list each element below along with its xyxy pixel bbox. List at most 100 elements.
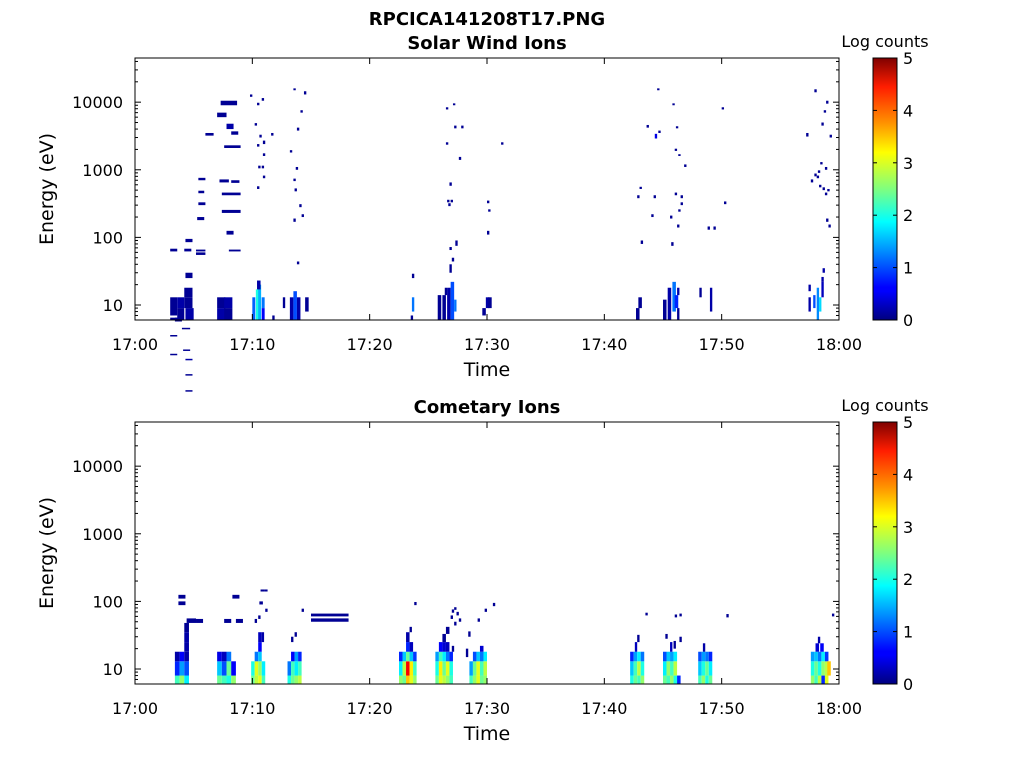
spectrogram-cell [406, 675, 410, 684]
x-axis-ticks: 17:00 17:10 17:20 17:30 17:40 17:50 18:00 [112, 58, 862, 354]
spectrogram-cell [409, 626, 412, 633]
spectrogram-cell [184, 651, 189, 662]
spectrogram-cell [235, 618, 243, 623]
spectrogram-cell [456, 611, 459, 616]
spectrogram-cell [255, 289, 259, 320]
spectrogram-cell [674, 192, 678, 196]
spectrogram-cell [663, 651, 667, 662]
spectrogram-cell [445, 651, 450, 662]
spectrogram-cell [824, 651, 829, 662]
spectrogram-cell [827, 661, 831, 676]
spectrogram-cell [300, 110, 303, 113]
spectrogram-cell [231, 661, 236, 676]
spectrogram-cell [640, 661, 645, 676]
spectrogram-cell [640, 240, 644, 244]
spectrogram-cell [265, 608, 268, 612]
colorbar-tick-label: 3 [903, 154, 913, 173]
x-tick-label: 17:50 [699, 335, 745, 354]
spectrogram-cell [291, 636, 294, 643]
spectrogram-cell [476, 661, 480, 676]
spectrogram-cell [411, 273, 415, 279]
spectrogram-cell [654, 133, 658, 139]
spectrogram-cells [174, 589, 835, 684]
spectrogram-cell [705, 651, 709, 662]
spectrogram-cell [196, 249, 206, 252]
spectrogram-cell [465, 648, 469, 658]
spectrogram-cell [185, 308, 194, 320]
spectrogram-cell [198, 190, 205, 194]
spectrogram-cell [442, 642, 446, 652]
spectrogram-cell [675, 126, 679, 129]
spectrogram-cell [445, 142, 449, 145]
spectrogram-cell [677, 308, 680, 320]
spectrogram-cell [184, 661, 189, 676]
spectrogram-cell [170, 317, 178, 320]
spectrogram-cell [181, 327, 191, 330]
spectrogram-cell [814, 675, 818, 684]
spectrogram-cell [435, 651, 439, 662]
spectrogram-cell [311, 613, 349, 617]
spectrogram-cell [219, 179, 229, 183]
spectrogram-cell [445, 107, 449, 110]
spectrogram-cell [819, 297, 822, 312]
spectrogram-cell [196, 252, 206, 255]
spectrogram-cell [476, 651, 480, 662]
x-axis-label: Time [463, 723, 511, 745]
spectrogram-cell [261, 165, 265, 169]
spectrogram-cell [670, 651, 674, 662]
spectrogram-cell [258, 165, 261, 169]
spectrogram-cell [409, 651, 414, 662]
spectrogram-cell [257, 186, 260, 189]
spectrogram-cell [174, 675, 180, 684]
y-axis-label: Energy (eV) [36, 497, 58, 609]
spectrogram-cell [296, 261, 300, 265]
spectrogram-cell [810, 179, 814, 183]
spectrogram-cell [170, 335, 178, 337]
spectrogram-cell [232, 594, 240, 599]
spectrogram-cell [821, 651, 825, 662]
spectrogram-cell [184, 287, 193, 298]
spectrogram-cell [298, 675, 302, 684]
plot-frame [134, 421, 840, 685]
spectrogram-cell [198, 177, 206, 181]
spectrogram-cell [817, 636, 821, 644]
colorbar-ticks: 0 1 2 3 4 5 [873, 49, 913, 330]
spectrogram-cell [448, 203, 451, 207]
spectrogram-cell [808, 297, 811, 312]
spectrogram-cell [254, 651, 259, 662]
spectrogram-cell [479, 645, 484, 652]
spectrogram-cell [820, 643, 824, 652]
spectrogram-cell [674, 148, 678, 151]
spectrogram-cell [258, 632, 262, 643]
spectrogram-cell [447, 287, 451, 320]
colorbar: Log counts 0 1 2 3 4 5 [841, 396, 928, 694]
spectrogram-cell [488, 209, 491, 212]
spectrogram-cell [186, 618, 197, 623]
spectrogram-cell [217, 651, 222, 662]
spectrogram-cell [824, 661, 829, 676]
spectrogram-cell [258, 661, 262, 676]
spectrogram-cell [184, 642, 189, 652]
cometary-ions-panel: Cometary Ions 17:00 17:10 17:20 17:30 17:40 1… [36, 396, 929, 745]
spectrogram-cell [262, 153, 266, 156]
spectrogram-cell [472, 651, 477, 662]
colorbar-tick-label: 2 [903, 570, 913, 589]
spectrogram-cell [488, 297, 492, 309]
y-axis-ticks: 10 100 1000 10000 [72, 424, 839, 685]
spectrogram-cell [673, 675, 678, 684]
spectrogram-cell [482, 308, 486, 316]
spectrogram-cell [402, 675, 407, 684]
spectrogram-cell [293, 178, 296, 182]
spectrogram-cell [259, 134, 262, 138]
spectrogram-cell [810, 661, 815, 676]
spectrogram-cell [221, 651, 227, 662]
y-tick-label: 10 [103, 296, 123, 315]
spectrogram-cell [226, 675, 232, 684]
spectrogram-cell [817, 170, 821, 173]
spectrogram-cell [294, 651, 299, 662]
spectrogram-cell [820, 162, 823, 165]
spectrogram-cell [442, 295, 446, 320]
spectrogram-cell [666, 661, 671, 676]
spectrogram-cell [438, 675, 443, 684]
y-tick-label: 1000 [82, 525, 123, 544]
